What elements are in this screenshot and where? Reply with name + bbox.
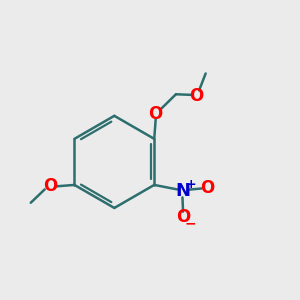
Text: O: O	[190, 87, 204, 105]
Text: +: +	[185, 178, 196, 191]
Text: N: N	[175, 182, 190, 200]
Text: O: O	[43, 177, 57, 195]
Text: −: −	[185, 216, 196, 230]
Text: O: O	[176, 208, 190, 226]
Text: O: O	[148, 105, 163, 123]
Text: O: O	[200, 179, 214, 197]
